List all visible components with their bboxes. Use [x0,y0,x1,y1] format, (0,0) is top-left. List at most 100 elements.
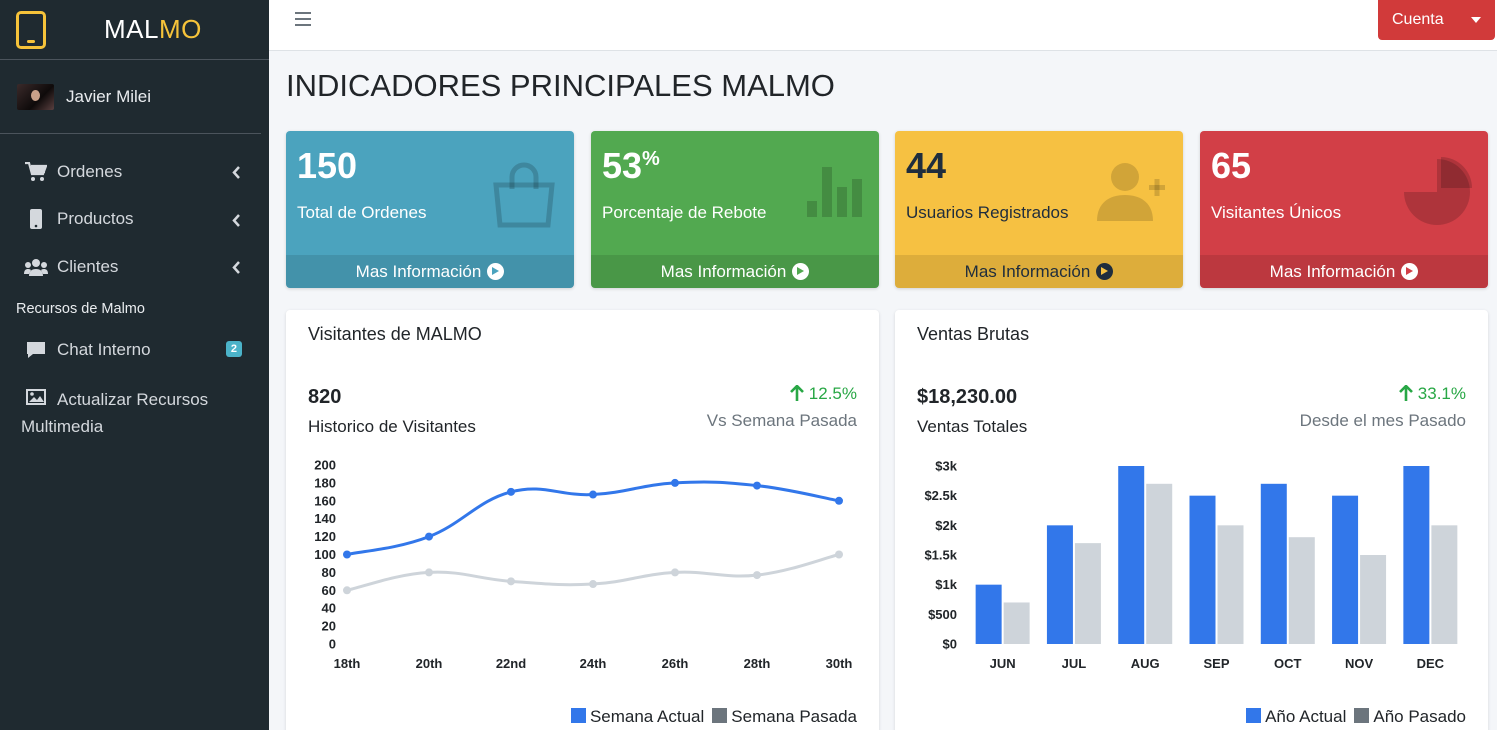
brand-name: MALMO [104,14,202,44]
y-tick-label: 40 [322,601,336,616]
chevron-left-icon [232,212,241,232]
card-title: Ventas Brutas [917,324,1030,344]
sales-change: 33.1% [1399,384,1466,404]
sales-total-label: Ventas Totales [917,417,1028,436]
box-label: Porcentaje de Rebote [602,203,767,222]
y-tick-label: 0 [329,637,336,652]
box-value: 65 [1211,145,1252,186]
arrow-up-icon [790,384,804,401]
small-box-bounce: 53% Porcentaje de Rebote Mas Información [591,131,879,288]
data-point [589,490,597,499]
user-panel[interactable]: Javier Milei [0,60,261,134]
data-point [835,496,843,505]
y-tick-label: 200 [314,458,336,473]
image-icon [24,389,48,405]
sidebar-item-label: Chat Interno [57,340,151,360]
y-tick-label: $1.5k [924,548,957,563]
page-title: INDICADORES PRINCIPALES MALMO [286,68,835,103]
legend-item[interactable]: Año Pasado [1354,707,1466,727]
visitors-card: Visitantes de MALMO 820 Historico de Vis… [286,310,879,730]
tablet-icon [16,10,46,49]
bar [1003,602,1030,644]
caret-down-icon [1471,17,1481,23]
account-dropdown-button[interactable]: Cuenta [1378,0,1495,40]
data-point [753,571,761,580]
data-point [507,577,515,586]
y-tick-label: $2k [935,518,957,533]
visitors-change: 12.5% [790,384,857,404]
chat-badge: 2 [225,340,242,357]
bar [1217,525,1244,644]
sidebar-nav: Ordenes Productos Clientes [0,134,269,291]
sales-card: Ventas Brutas $18,230.00 Ventas Totales … [895,310,1488,730]
x-tick-label: 22nd [496,656,526,671]
more-info-link[interactable]: Mas Información [286,255,574,288]
x-tick-label: 20th [416,656,443,671]
y-tick-label: 180 [314,475,336,490]
y-tick-label: $3k [935,459,957,474]
avatar [17,83,54,110]
y-tick-label: $500 [928,607,957,622]
brand-link[interactable]: MALMO [0,0,269,60]
sidebar: MALMO Javier Milei Ordenes Productos Cli… [0,0,269,730]
shopping-bag-icon [490,161,558,234]
arrow-circle-right-icon [792,263,810,280]
bar [1403,466,1430,644]
arrow-circle-right-icon [1096,263,1114,280]
sidebar-item-chat[interactable]: Chat Interno 2 [0,327,269,375]
more-info-link[interactable]: Mas Información [895,255,1183,288]
sidebar-item-productos[interactable]: Productos [0,196,269,244]
data-point [343,586,351,595]
x-tick-label: NOV [1345,656,1374,671]
data-point [753,481,761,490]
sales-change-label: Desde el mes Pasado [1299,411,1466,430]
user-name[interactable]: Javier Milei [66,86,152,106]
bar [975,584,1002,644]
more-info-link[interactable]: Mas Información [1200,255,1488,288]
legend-item[interactable]: Semana Pasada [712,707,857,727]
visitors-change-label: Vs Semana Pasada [706,411,857,430]
y-tick-label: 20 [322,619,336,634]
menu-toggle-icon[interactable] [295,12,311,26]
legend-item[interactable]: Año Actual [1246,707,1346,727]
chart-legend: Año Actual Año Pasado [1246,707,1466,727]
visitors-total: 820 [308,386,342,408]
sales-total: $18,230.00 [917,386,1018,408]
data-point [671,478,679,487]
users-icon [24,258,48,276]
bar [1360,555,1387,644]
bar [1046,525,1073,644]
data-point [835,550,843,559]
box-label: Total de Ordenes [297,203,427,222]
x-tick-label: JUN [990,656,1016,671]
x-tick-label: JUL [1062,656,1087,671]
user-plus-icon [1097,157,1167,228]
data-point [343,550,351,559]
box-value: 44 [906,145,947,186]
visitors-line-chart: 0 20 40 60 80 100 120 140 160 180 200 18th 20th 22nd 2… [314,458,852,672]
sidebar-item-media[interactable]: Actualizar Recursos Multimedia [0,374,269,448]
bar [1260,483,1287,644]
x-tick-label: 26th [662,656,689,671]
sidebar-item-label: Productos [57,209,134,229]
bar [1074,543,1101,644]
data-point [425,532,433,541]
legend-item[interactable]: Semana Actual [570,707,704,727]
bar-chart-icon [807,167,863,222]
y-tick-label: 80 [322,565,336,580]
sidebar-item-clientes[interactable]: Clientes [0,243,269,291]
y-tick-label: 100 [314,547,336,562]
sidebar-item-ordenes[interactable]: Ordenes [0,148,269,196]
card-title: Visitantes de MALMO [308,324,482,344]
y-tick-label: 120 [314,529,336,544]
sidebar-section-header: Recursos de Malmo [16,300,145,317]
y-tick-label: 140 [314,511,336,526]
chevron-left-icon [232,259,241,279]
y-tick-label: 160 [314,493,336,508]
box-value: 150 [297,145,358,186]
sidebar-item-label: Actualizar Recursos Multimedia [21,390,209,436]
more-info-link[interactable]: Mas Información [591,255,879,288]
chart-legend: Semana Actual Semana Pasada [570,707,857,727]
data-point [589,580,597,589]
x-tick-label: 24th [580,656,607,671]
